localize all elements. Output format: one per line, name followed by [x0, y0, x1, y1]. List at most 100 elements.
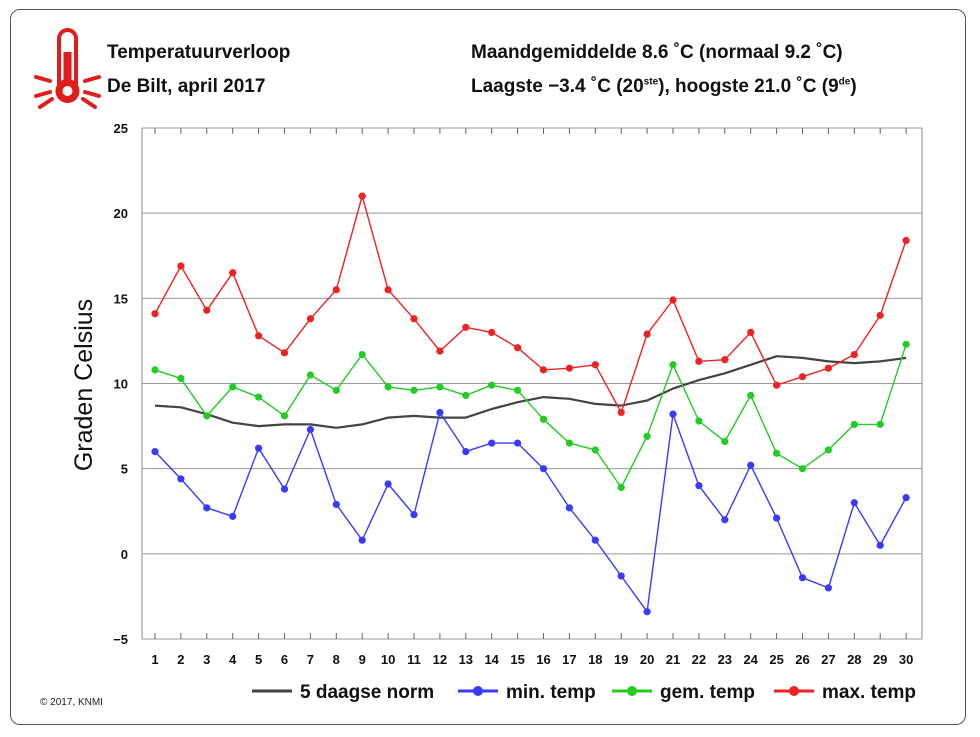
data-point — [773, 449, 781, 457]
series-line-gem-temp — [154, 344, 907, 489]
data-point — [695, 357, 703, 365]
data-point — [773, 514, 781, 522]
data-point — [280, 349, 289, 357]
data-point — [850, 350, 858, 359]
data-point — [462, 391, 470, 400]
x-tick-label: 4 — [229, 652, 237, 667]
data-point — [617, 408, 625, 417]
x-tick-label: 13 — [459, 652, 473, 667]
data-point — [384, 383, 392, 391]
data-point — [358, 350, 366, 359]
data-point — [850, 499, 858, 507]
data-point — [488, 439, 496, 447]
data-point — [203, 306, 211, 314]
y-tick-label: −5 — [113, 632, 128, 647]
data-point — [721, 437, 729, 446]
series-line-max-temp — [154, 195, 907, 414]
x-tick-label: 24 — [743, 652, 758, 667]
data-point — [617, 483, 625, 492]
data-point — [773, 381, 781, 389]
data-point — [462, 323, 470, 331]
x-tick-label: 19 — [614, 652, 628, 667]
data-point — [850, 420, 858, 428]
y-tick-label: 25 — [114, 121, 128, 136]
x-tick-label: 28 — [847, 652, 861, 667]
x-tick-label: 17 — [562, 652, 576, 667]
x-tick-label: 2 — [177, 652, 184, 667]
data-point — [151, 448, 159, 456]
data-point — [255, 444, 263, 452]
data-point — [280, 412, 289, 420]
data-point — [177, 475, 185, 483]
data-point — [410, 315, 418, 323]
y-axis-label: Graden Celsius — [70, 299, 98, 471]
data-point — [669, 361, 677, 369]
data-point — [229, 269, 237, 277]
data-point — [177, 262, 185, 270]
data-point — [306, 371, 314, 379]
x-tick-label: 6 — [281, 652, 288, 667]
data-point — [591, 536, 599, 544]
data-point — [824, 446, 833, 454]
data-point — [280, 485, 289, 493]
data-point — [410, 511, 418, 519]
series-line-5-daagse-norm — [154, 355, 907, 429]
x-tick-label: 30 — [899, 652, 913, 667]
data-point — [643, 608, 651, 616]
data-point — [902, 236, 910, 245]
data-point — [876, 541, 884, 549]
x-tick-label: 8 — [333, 652, 340, 667]
data-point — [514, 439, 522, 447]
data-point — [798, 574, 807, 582]
data-point — [695, 417, 703, 425]
data-point — [151, 310, 159, 318]
data-point — [514, 386, 522, 394]
data-point — [565, 439, 574, 447]
x-tick-label: 14 — [484, 652, 499, 667]
data-point — [306, 425, 314, 434]
data-point — [358, 536, 366, 544]
data-point — [488, 328, 496, 336]
x-tick-label: 27 — [821, 652, 835, 667]
legend-marker — [473, 686, 483, 696]
legend-label: gem. temp — [660, 682, 755, 703]
y-tick-label: 10 — [114, 377, 128, 392]
data-point — [436, 408, 444, 417]
data-point — [695, 482, 703, 490]
y-tick-label: 0 — [121, 547, 128, 562]
data-point — [436, 383, 444, 391]
data-point — [255, 332, 263, 340]
data-point — [436, 347, 444, 355]
y-tick-label: 20 — [114, 206, 128, 221]
data-point — [591, 446, 599, 454]
legend-marker — [789, 686, 799, 696]
data-point — [358, 192, 366, 200]
data-point — [669, 410, 677, 418]
x-tick-label: 16 — [536, 652, 550, 667]
legend-marker — [627, 686, 637, 696]
x-tick-label: 1 — [151, 652, 158, 667]
x-tick-label: 10 — [381, 652, 395, 667]
thermometer-icon — [34, 28, 101, 109]
data-point — [203, 504, 211, 512]
chart-title: Temperatuurverloop — [107, 42, 291, 63]
data-point — [306, 315, 314, 323]
data-point — [798, 373, 807, 381]
data-point — [539, 415, 548, 423]
data-point — [747, 391, 755, 400]
chart-subtitle: De Bilt, april 2017 — [107, 76, 266, 97]
data-point — [384, 286, 392, 294]
x-tick-label: 22 — [692, 652, 706, 667]
data-point — [332, 386, 340, 394]
series-line-min-temp — [154, 411, 907, 613]
data-point — [721, 516, 729, 524]
data-point — [824, 364, 833, 372]
data-point — [591, 361, 599, 369]
data-point — [643, 330, 651, 338]
data-point — [462, 448, 470, 456]
data-point — [747, 461, 755, 469]
data-point — [384, 480, 392, 488]
x-tick-label: 15 — [510, 652, 524, 667]
data-point — [514, 344, 522, 352]
